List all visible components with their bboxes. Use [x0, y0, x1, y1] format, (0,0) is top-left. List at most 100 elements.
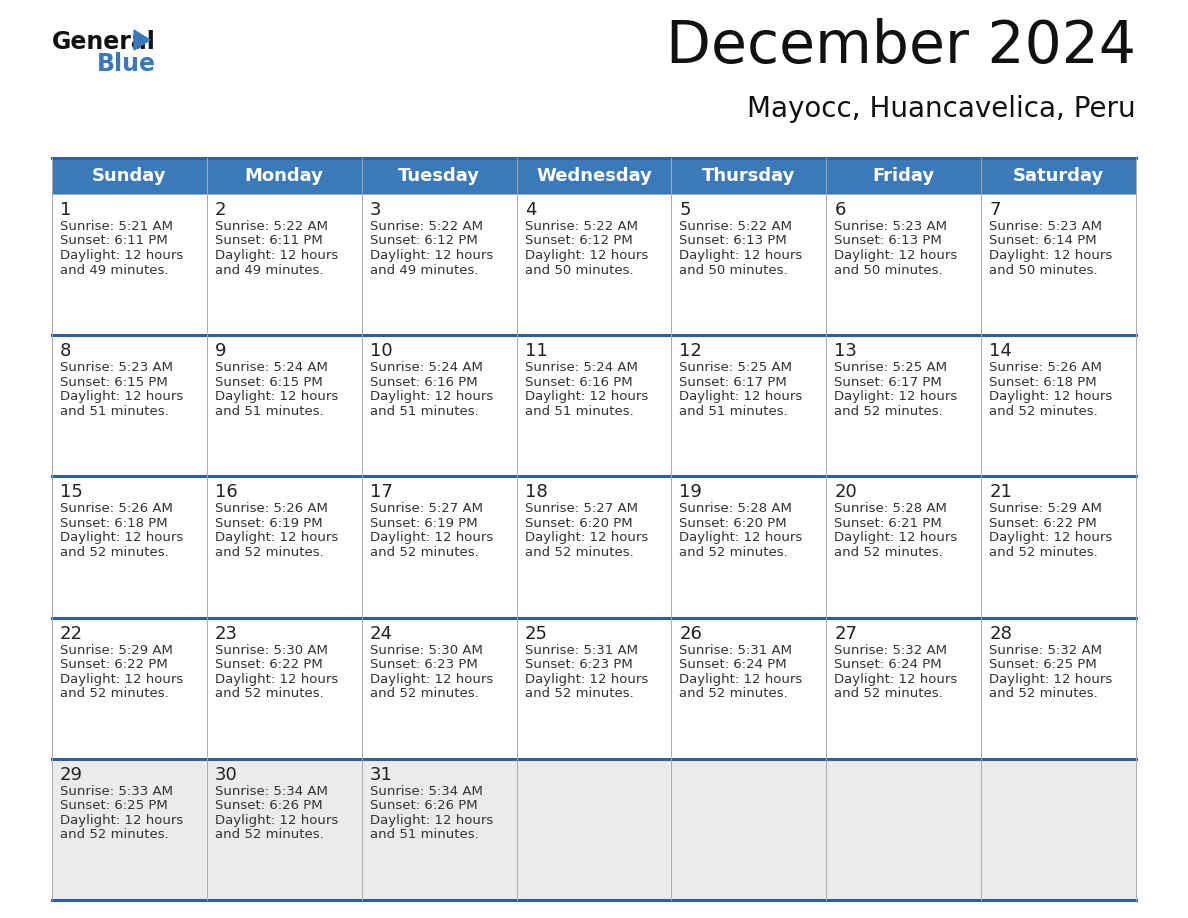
Text: 17: 17	[369, 484, 392, 501]
Text: Daylight: 12 hours: Daylight: 12 hours	[990, 249, 1112, 262]
Text: and 51 minutes.: and 51 minutes.	[680, 405, 788, 418]
Bar	[361, 476, 517, 618]
Text: Daylight: 12 hours: Daylight: 12 hours	[834, 390, 958, 403]
Text: Daylight: 12 hours: Daylight: 12 hours	[834, 249, 958, 262]
Text: and 52 minutes.: and 52 minutes.	[61, 546, 169, 559]
Text: Sunset: 6:11 PM: Sunset: 6:11 PM	[215, 234, 323, 248]
Text: Friday: Friday	[873, 167, 935, 185]
Text: 5: 5	[680, 201, 691, 219]
Text: 21: 21	[990, 484, 1012, 501]
Text: Sunset: 6:16 PM: Sunset: 6:16 PM	[525, 375, 632, 388]
Text: Monday: Monday	[245, 167, 323, 185]
Text: Sunrise: 5:24 AM: Sunrise: 5:24 AM	[215, 361, 328, 375]
Text: 13: 13	[834, 342, 858, 360]
Text: Sunset: 6:13 PM: Sunset: 6:13 PM	[834, 234, 942, 248]
Text: and 52 minutes.: and 52 minutes.	[990, 546, 1098, 559]
Text: Sunrise: 5:21 AM: Sunrise: 5:21 AM	[61, 220, 173, 233]
Text: Sunrise: 5:28 AM: Sunrise: 5:28 AM	[680, 502, 792, 515]
Bar	[981, 476, 1136, 618]
Text: and 52 minutes.: and 52 minutes.	[215, 828, 323, 841]
Bar	[207, 618, 361, 759]
Text: Daylight: 12 hours: Daylight: 12 hours	[525, 390, 647, 403]
Text: Sunrise: 5:32 AM: Sunrise: 5:32 AM	[834, 644, 947, 656]
Text: 28: 28	[990, 624, 1012, 643]
Text: 25: 25	[525, 624, 548, 643]
Text: and 51 minutes.: and 51 minutes.	[61, 405, 169, 418]
Text: and 52 minutes.: and 52 minutes.	[680, 687, 788, 700]
Bar	[981, 194, 1136, 335]
Bar	[361, 194, 517, 335]
Text: Sunrise: 5:26 AM: Sunrise: 5:26 AM	[215, 502, 328, 515]
Text: Sunrise: 5:34 AM: Sunrise: 5:34 AM	[215, 785, 328, 798]
Text: 26: 26	[680, 624, 702, 643]
Text: Sunset: 6:11 PM: Sunset: 6:11 PM	[61, 234, 168, 248]
Text: Sunset: 6:22 PM: Sunset: 6:22 PM	[215, 658, 323, 671]
Text: Sunrise: 5:33 AM: Sunrise: 5:33 AM	[61, 785, 173, 798]
Bar	[517, 476, 671, 618]
Text: Sunrise: 5:23 AM: Sunrise: 5:23 AM	[834, 220, 947, 233]
Text: Sunrise: 5:22 AM: Sunrise: 5:22 AM	[215, 220, 328, 233]
Text: Sunset: 6:21 PM: Sunset: 6:21 PM	[834, 517, 942, 530]
Bar	[827, 194, 981, 335]
Text: Mayocc, Huancavelica, Peru: Mayocc, Huancavelica, Peru	[747, 95, 1136, 123]
Text: and 49 minutes.: and 49 minutes.	[215, 263, 323, 276]
Bar	[52, 335, 207, 476]
Bar	[361, 618, 517, 759]
Text: Daylight: 12 hours: Daylight: 12 hours	[525, 673, 647, 686]
Text: Sunset: 6:26 PM: Sunset: 6:26 PM	[369, 800, 478, 812]
Text: Daylight: 12 hours: Daylight: 12 hours	[61, 673, 183, 686]
Text: Daylight: 12 hours: Daylight: 12 hours	[990, 532, 1112, 544]
Bar	[207, 476, 361, 618]
Text: Sunrise: 5:34 AM: Sunrise: 5:34 AM	[369, 785, 482, 798]
Text: Sunrise: 5:22 AM: Sunrise: 5:22 AM	[525, 220, 638, 233]
Text: Daylight: 12 hours: Daylight: 12 hours	[680, 532, 803, 544]
Bar	[981, 335, 1136, 476]
Text: Daylight: 12 hours: Daylight: 12 hours	[525, 249, 647, 262]
Text: 15: 15	[61, 484, 83, 501]
Text: Daylight: 12 hours: Daylight: 12 hours	[990, 390, 1112, 403]
Text: Sunrise: 5:26 AM: Sunrise: 5:26 AM	[61, 502, 173, 515]
Text: Sunrise: 5:26 AM: Sunrise: 5:26 AM	[990, 361, 1102, 375]
Text: and 52 minutes.: and 52 minutes.	[834, 546, 943, 559]
Text: Wednesday: Wednesday	[536, 167, 652, 185]
Text: 16: 16	[215, 484, 238, 501]
Text: Sunset: 6:20 PM: Sunset: 6:20 PM	[680, 517, 788, 530]
Text: Daylight: 12 hours: Daylight: 12 hours	[61, 390, 183, 403]
Text: Daylight: 12 hours: Daylight: 12 hours	[61, 813, 183, 827]
Polygon shape	[134, 30, 150, 50]
Text: Daylight: 12 hours: Daylight: 12 hours	[834, 532, 958, 544]
Text: 22: 22	[61, 624, 83, 643]
Bar	[52, 476, 207, 618]
Text: 30: 30	[215, 766, 238, 784]
Text: Sunrise: 5:27 AM: Sunrise: 5:27 AM	[525, 502, 638, 515]
Text: 14: 14	[990, 342, 1012, 360]
Text: Daylight: 12 hours: Daylight: 12 hours	[369, 673, 493, 686]
Text: Daylight: 12 hours: Daylight: 12 hours	[369, 390, 493, 403]
Text: Sunrise: 5:25 AM: Sunrise: 5:25 AM	[834, 361, 947, 375]
Text: 24: 24	[369, 624, 393, 643]
Text: General: General	[52, 30, 156, 54]
Text: 2: 2	[215, 201, 227, 219]
Text: Sunrise: 5:31 AM: Sunrise: 5:31 AM	[525, 644, 638, 656]
Text: and 50 minutes.: and 50 minutes.	[990, 263, 1098, 276]
Text: and 52 minutes.: and 52 minutes.	[990, 687, 1098, 700]
Bar	[827, 618, 981, 759]
Bar	[517, 335, 671, 476]
Text: and 49 minutes.: and 49 minutes.	[61, 263, 169, 276]
Text: Saturday: Saturday	[1013, 167, 1104, 185]
Text: Daylight: 12 hours: Daylight: 12 hours	[215, 390, 339, 403]
Bar	[52, 759, 207, 900]
Text: 18: 18	[525, 484, 548, 501]
Text: and 52 minutes.: and 52 minutes.	[990, 405, 1098, 418]
Text: Sunset: 6:15 PM: Sunset: 6:15 PM	[215, 375, 323, 388]
Text: Daylight: 12 hours: Daylight: 12 hours	[61, 249, 183, 262]
Text: Sunset: 6:26 PM: Sunset: 6:26 PM	[215, 800, 322, 812]
Text: Sunrise: 5:28 AM: Sunrise: 5:28 AM	[834, 502, 947, 515]
Text: Sunset: 6:12 PM: Sunset: 6:12 PM	[525, 234, 632, 248]
Text: Sunrise: 5:29 AM: Sunrise: 5:29 AM	[61, 644, 173, 656]
Text: Sunset: 6:19 PM: Sunset: 6:19 PM	[215, 517, 322, 530]
Text: 23: 23	[215, 624, 238, 643]
Bar	[981, 618, 1136, 759]
Text: Daylight: 12 hours: Daylight: 12 hours	[215, 532, 339, 544]
Text: Sunset: 6:19 PM: Sunset: 6:19 PM	[369, 517, 478, 530]
